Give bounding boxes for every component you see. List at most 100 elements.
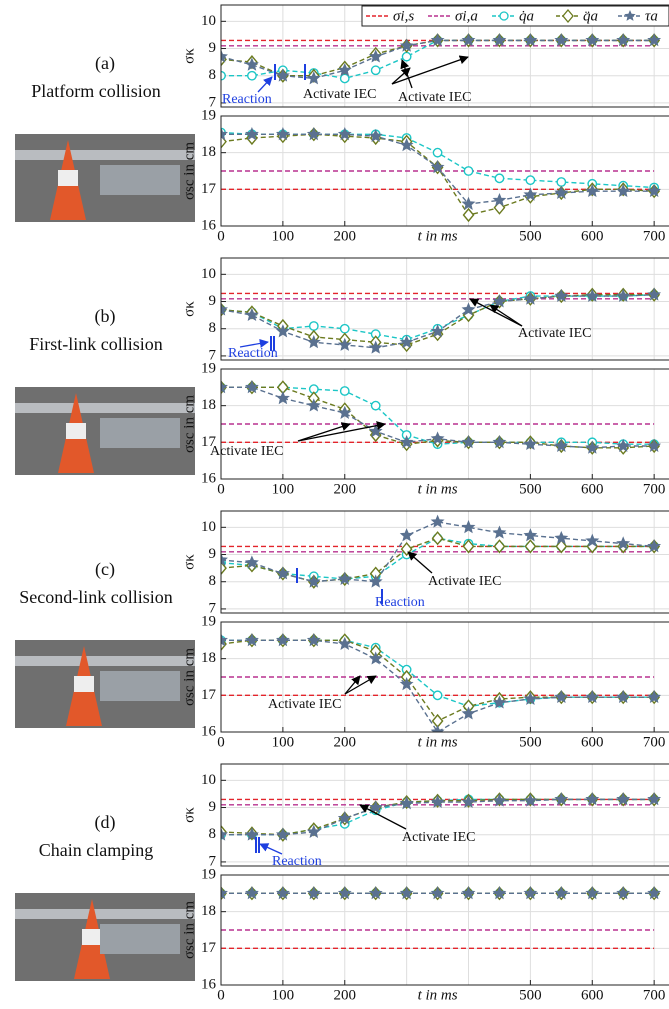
annotation: Activate IEC xyxy=(402,830,475,845)
marker xyxy=(306,574,321,588)
marker xyxy=(461,794,476,808)
marker xyxy=(647,539,662,553)
x-tick-label: 0 xyxy=(217,481,225,497)
series-line xyxy=(221,798,655,836)
marker xyxy=(221,49,228,63)
y-tick-label: 16 xyxy=(201,723,217,739)
marker xyxy=(647,287,662,301)
annotation-arrow xyxy=(239,338,269,348)
annotation-arrow xyxy=(297,422,351,442)
marker xyxy=(221,380,228,394)
marker xyxy=(368,651,383,665)
panel-label: (d) xyxy=(95,812,116,833)
marker xyxy=(554,33,569,47)
series-line xyxy=(221,386,655,449)
panel-label: (b) xyxy=(95,306,116,327)
x-axis-label: t in ms xyxy=(418,228,458,244)
axes-frame xyxy=(220,510,669,614)
marker xyxy=(337,571,352,585)
axes-frame xyxy=(220,368,669,480)
y-tick-label: 19 xyxy=(201,613,216,629)
photo-robot xyxy=(100,418,180,448)
marker xyxy=(616,33,631,47)
y-tick-label: 16 xyxy=(201,470,217,486)
marker xyxy=(306,824,321,838)
marker xyxy=(306,71,321,85)
x-tick-label: 0 xyxy=(217,734,225,750)
marker xyxy=(492,525,507,539)
annotation: Activate IEC xyxy=(303,87,376,102)
marker xyxy=(647,792,662,806)
marker xyxy=(275,886,290,900)
marker xyxy=(337,636,352,650)
y-tick-label: 19 xyxy=(201,107,216,123)
x-tick-label: 700 xyxy=(643,734,666,750)
marker xyxy=(306,633,321,647)
legend-marker xyxy=(562,8,574,24)
marker xyxy=(585,792,600,806)
marker xyxy=(525,175,536,186)
y-tick-label: 9 xyxy=(209,799,217,815)
x-tick-label: 700 xyxy=(643,228,666,244)
photo-stripe xyxy=(74,676,94,692)
marker xyxy=(523,886,538,900)
marker xyxy=(221,127,228,141)
legend-label: σi,a xyxy=(455,8,478,24)
marker xyxy=(399,335,414,349)
marker xyxy=(221,561,227,576)
marker xyxy=(368,574,383,588)
annotation-arrow xyxy=(407,551,433,574)
y-axis-label: σκ xyxy=(181,301,197,317)
marker xyxy=(461,435,476,449)
marker xyxy=(461,196,476,210)
y-tick-label: 8 xyxy=(209,67,217,83)
y-axis-label: σκ xyxy=(181,807,197,823)
marker xyxy=(494,173,505,184)
marker xyxy=(430,724,445,732)
panel-title: Chain clamping xyxy=(39,840,153,860)
x-tick-label: 100 xyxy=(272,987,295,1003)
photo-rail xyxy=(15,403,195,413)
y-tick-label: 10 xyxy=(201,519,216,535)
y-tick-label: 19 xyxy=(201,360,216,376)
marker xyxy=(554,886,569,900)
y-axis-label: σsc in cm xyxy=(181,901,197,959)
photo-stripe xyxy=(82,929,102,945)
marker xyxy=(461,302,476,316)
y-tick-label: 9 xyxy=(209,293,217,309)
y-tick-label: 18 xyxy=(201,650,216,666)
marker xyxy=(221,827,228,841)
y-tick-label: 8 xyxy=(209,320,217,336)
marker xyxy=(399,886,414,900)
x-axis-label: t in ms xyxy=(418,481,458,497)
marker xyxy=(399,38,414,52)
marker xyxy=(554,185,569,199)
x-tick-label: 0 xyxy=(217,987,225,1003)
marker xyxy=(585,33,600,47)
annotation: Activate IEC xyxy=(428,574,501,589)
plot-area xyxy=(221,764,669,866)
marker xyxy=(430,324,445,338)
marker xyxy=(306,127,321,141)
marker xyxy=(221,633,228,647)
marker xyxy=(432,147,443,158)
marker xyxy=(492,33,507,47)
marker xyxy=(493,539,506,554)
marker xyxy=(492,886,507,900)
marker xyxy=(430,33,445,47)
marker xyxy=(523,528,538,542)
plot xyxy=(221,380,662,455)
legend: σi,s σi,a q̇a q̈a τa xyxy=(361,5,669,27)
axes-frame xyxy=(220,115,669,227)
series-line xyxy=(221,294,655,341)
x-axis-label: t in ms xyxy=(418,987,458,1003)
marker xyxy=(554,438,569,452)
plot xyxy=(221,633,662,732)
plot xyxy=(221,127,662,223)
marker xyxy=(492,294,507,308)
marker xyxy=(245,380,259,394)
marker xyxy=(463,166,474,176)
x-tick-label: 200 xyxy=(334,228,357,244)
annotation-arrow xyxy=(391,67,411,85)
marker xyxy=(431,531,444,546)
